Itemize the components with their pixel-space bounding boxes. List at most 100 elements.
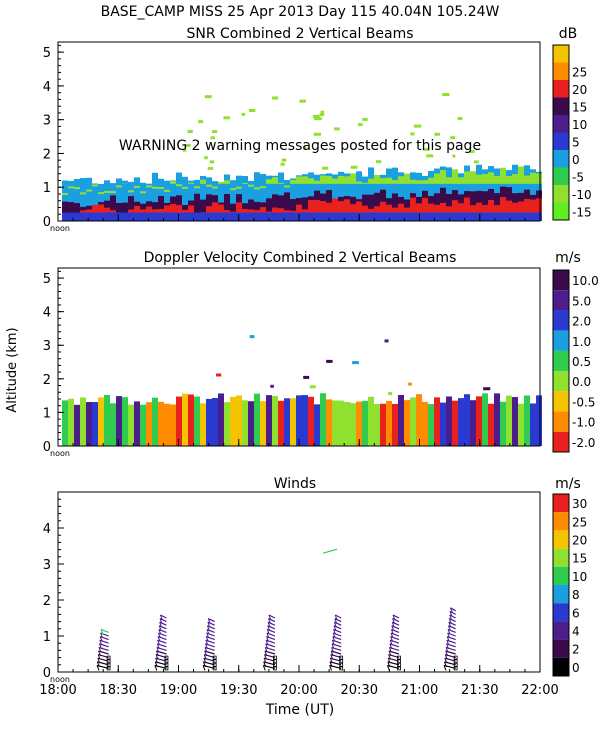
doppler-cell	[212, 398, 218, 446]
snr-cell	[290, 179, 296, 184]
colorbar-label: -15	[572, 205, 592, 219]
wind-barb-flag	[390, 629, 394, 635]
wind-barb	[99, 639, 109, 644]
wind-barb	[206, 628, 215, 633]
colorbar-label: 0	[572, 153, 580, 167]
y-tick-label: 4	[43, 306, 51, 321]
snr-cell	[182, 212, 188, 221]
snr-cell	[236, 202, 242, 221]
x-tick-label: 21:00	[401, 683, 438, 698]
y-tick-label: 2	[43, 373, 51, 388]
wind-barb-flag	[96, 665, 100, 671]
snr-cell	[386, 168, 392, 221]
colorbar-frame	[552, 44, 570, 221]
wind-barb	[206, 636, 215, 641]
snr-cell	[536, 173, 542, 184]
calm-wind-marker	[397, 662, 401, 667]
doppler-cell	[482, 393, 488, 446]
doppler-echo	[270, 384, 274, 388]
snr-echo	[470, 149, 475, 153]
snr-cell	[170, 181, 176, 184]
doppler-cell	[182, 393, 188, 446]
snr-cell	[524, 212, 530, 221]
colorbar-frame	[552, 493, 570, 677]
doppler-cell	[218, 393, 224, 446]
snr-echo	[434, 132, 441, 136]
y-tick-label: 1	[43, 630, 51, 645]
wind-barb-flag	[448, 622, 452, 628]
doppler-cell	[278, 400, 284, 446]
snr-cell	[506, 212, 512, 221]
doppler-cell	[80, 397, 86, 446]
colorbar-swatch	[553, 371, 569, 392]
snr-echo	[376, 160, 382, 164]
wind-barb-flag	[159, 622, 163, 628]
wind-barb	[158, 628, 167, 633]
doppler-cell	[86, 402, 92, 446]
snr-cell	[506, 200, 512, 221]
snr-cell	[326, 212, 332, 221]
snr-cell	[188, 212, 194, 221]
wind-barb	[332, 639, 342, 644]
snr-echo	[182, 148, 187, 152]
y-tick-label: 0	[43, 215, 51, 230]
doppler-echo	[216, 373, 222, 377]
snr-cell	[512, 212, 518, 221]
snr-cell	[452, 200, 458, 221]
wind-barb	[334, 621, 342, 626]
colorbar-swatch	[553, 80, 569, 98]
wind-barb-flag	[331, 640, 335, 646]
snr-cell	[440, 170, 446, 184]
wind-barb-flag	[390, 636, 394, 642]
colorbar-swatch	[553, 202, 569, 220]
doppler-panel-title: Doppler Velocity Combined 2 Vertical Bea…	[144, 250, 457, 266]
doppler-cell	[434, 397, 440, 446]
snr-cell	[248, 212, 254, 221]
snr-cell	[242, 212, 248, 221]
wind-barb	[267, 625, 276, 630]
doppler-cell	[512, 397, 518, 446]
wind-barb-flag	[205, 636, 209, 642]
wind-barb-flag	[204, 650, 208, 657]
snr-cell	[446, 177, 452, 184]
snr-cell	[146, 185, 152, 188]
doppler-cell	[98, 397, 104, 446]
doppler-cell	[68, 398, 74, 446]
snr-cell	[278, 182, 284, 184]
winds-panel: Winds m/s 0 1 2 3 4 18:00 18:30 19:00 19:30 20:00…	[39, 476, 587, 698]
snr-echo	[452, 154, 456, 158]
snr-cell	[404, 173, 410, 184]
doppler-echo	[303, 375, 310, 379]
snr-cell	[398, 172, 404, 221]
doppler-panel: Doppler Velocity Combined 2 Vertical Bea…	[43, 250, 599, 458]
winds-unit-label: m/s	[555, 476, 581, 492]
snr-cell	[464, 197, 470, 221]
doppler-cell	[356, 401, 362, 446]
colorbar-swatch	[553, 290, 569, 311]
wind-barb-flag	[156, 647, 160, 653]
calm-wind-marker	[397, 666, 401, 671]
snr-cell	[194, 212, 200, 221]
snr-cell	[302, 176, 308, 184]
snr-echo	[272, 96, 279, 100]
colorbar-swatch	[553, 512, 569, 531]
x-axis-title: Time (UT)	[265, 702, 334, 718]
wind-barb-flag	[387, 661, 391, 667]
snr-echo	[248, 109, 256, 113]
wind-barb	[390, 632, 400, 637]
wind-barb	[268, 618, 276, 623]
doppler-cell	[140, 404, 146, 446]
doppler-cell	[380, 403, 386, 446]
snr-cell	[80, 192, 86, 195]
doppler-cell	[272, 395, 278, 446]
snr-cell	[218, 182, 224, 221]
calm-wind-marker	[272, 666, 277, 671]
wind-barb-flag	[331, 643, 335, 649]
wind-barb	[391, 621, 400, 626]
doppler-cell	[164, 403, 170, 446]
wind-barb-flag	[390, 632, 394, 639]
wind-barb	[392, 614, 400, 619]
doppler-cell	[188, 394, 194, 446]
snr-cell	[98, 212, 104, 221]
calm-wind-marker	[453, 655, 458, 660]
